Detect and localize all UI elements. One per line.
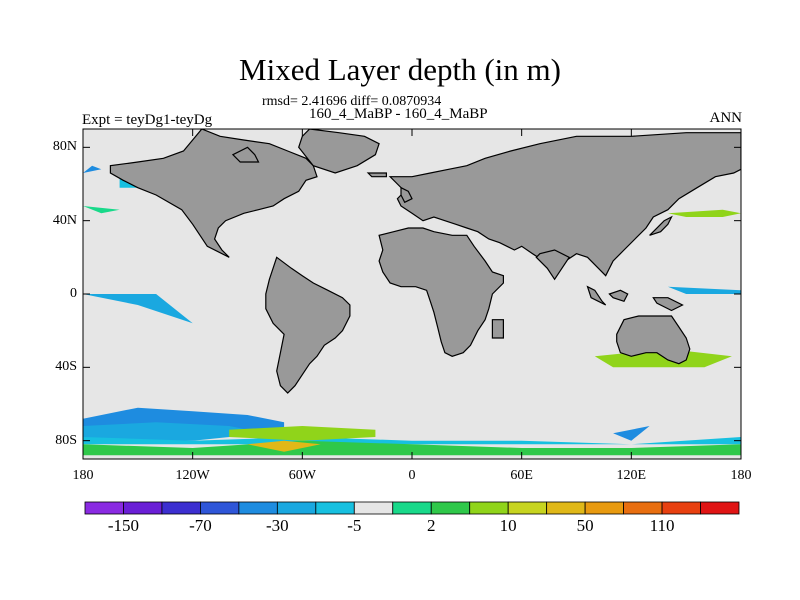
colorbar-swatch <box>123 501 163 515</box>
land-mask <box>616 315 691 365</box>
colorbar-swatch <box>315 501 355 515</box>
lat-tick-label: 80S <box>55 432 77 448</box>
lat-tick-label: 40N <box>52 212 77 228</box>
colorbar-swatch <box>353 501 394 515</box>
colorbar-label: 110 <box>649 516 675 535</box>
anomaly-region <box>83 206 120 214</box>
land-mask <box>491 319 504 339</box>
colorbar-swatch <box>661 501 701 515</box>
lat-tick-label: 80N <box>52 139 77 155</box>
land-mask <box>649 215 673 236</box>
colorbar-label: 10 <box>499 516 517 535</box>
anomaly-region <box>247 440 321 452</box>
colorbar-label: -5 <box>347 516 362 535</box>
colorbar-label: -70 <box>189 516 212 535</box>
colorbar-label: 50 <box>576 516 594 535</box>
anomaly-region <box>83 422 266 441</box>
anomaly-layer <box>83 165 741 456</box>
anomaly-region <box>83 294 193 324</box>
land-mask <box>535 249 571 281</box>
colorbar-swatch <box>200 501 240 515</box>
colorbar-swatch <box>430 501 471 515</box>
colorbar-label: -150 <box>107 516 140 535</box>
colorbar-swatch <box>469 501 509 515</box>
land-layer <box>109 129 741 394</box>
colorbar-swatch <box>392 501 432 515</box>
lat-tick-label: 0 <box>70 286 77 301</box>
land-mask <box>378 227 504 357</box>
colorbar <box>84 501 740 515</box>
lat-tick-label: 40S <box>55 359 77 375</box>
colorbar-swatch <box>700 501 740 515</box>
land-mask <box>265 256 351 394</box>
land-mask <box>586 285 607 306</box>
colorbar-swatch <box>584 501 624 515</box>
lon-tick-label: 120E <box>616 468 647 483</box>
land-mask <box>388 132 741 277</box>
colorbar-swatch <box>84 501 124 515</box>
lon-tick-label: 180 <box>72 468 94 483</box>
colorbar-swatch <box>507 501 548 515</box>
lon-tick-label: 0 <box>408 468 416 483</box>
colorbar-swatch <box>161 501 201 515</box>
land-mask <box>298 129 380 174</box>
colorbar-label: -30 <box>266 516 289 535</box>
anomaly-region <box>613 426 650 441</box>
lon-tick-label: 60W <box>288 468 316 483</box>
plot-title: Mixed Layer depth (in m) <box>239 52 561 87</box>
land-mask <box>652 297 684 312</box>
left-label: Expt = teyDg1-teyDg <box>82 112 213 128</box>
anomaly-region <box>667 209 741 217</box>
season-label: ANN <box>709 110 743 126</box>
colorbar-swatch <box>623 501 663 515</box>
colorbar-swatch <box>238 501 278 515</box>
colorbar-swatch <box>546 501 586 515</box>
land-mask <box>400 186 413 204</box>
anomaly-region <box>83 165 102 173</box>
tick-marks <box>82 129 742 459</box>
colorbar-swatch <box>276 501 317 515</box>
anomaly-region <box>229 426 376 441</box>
lon-tick-label: 60E <box>510 468 533 483</box>
land-mask <box>231 146 260 163</box>
anomaly-region <box>667 286 741 294</box>
lon-tick-label: 180 <box>730 468 752 483</box>
lon-tick-label: 120W <box>175 468 210 483</box>
anomaly-region <box>83 440 741 456</box>
colorbar-label: 2 <box>426 516 436 535</box>
land-mask <box>608 289 629 303</box>
anomaly-region <box>83 437 741 445</box>
experiment-label: 160_4_MaBP - 160_4_MaBP <box>309 106 488 122</box>
land-mask <box>366 172 387 178</box>
land-mask <box>109 129 318 258</box>
rmsd-subtitle: rmsd= 2.41696 diff= 0.0870934 <box>262 94 442 109</box>
